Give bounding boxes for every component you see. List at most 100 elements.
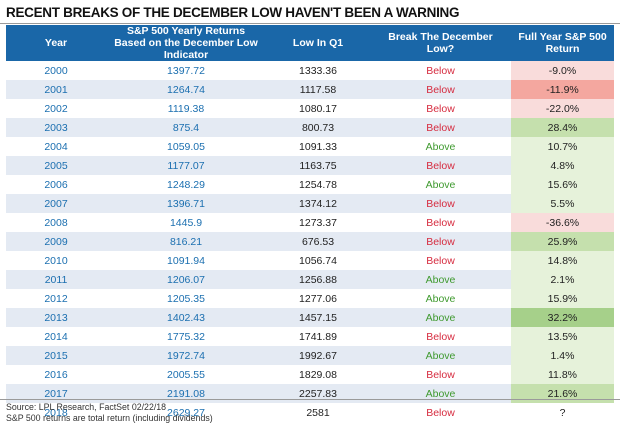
return-cell: ? [511, 403, 614, 422]
break-cell: Below [370, 403, 511, 422]
return-cell: -11.9% [511, 80, 614, 99]
table-body: 2000 1397.72 1333.36 Below -9.0% 2001 1264.74 1… [6, 61, 614, 422]
low-q1-cell: 2581 [266, 403, 370, 422]
break-cell: Below [370, 99, 511, 118]
low-q1-cell: 1741.89 [266, 327, 370, 346]
year-cell: 2014 [6, 327, 106, 346]
return-cell: 10.7% [511, 137, 614, 156]
page-title: RECENT BREAKS OF THE DECEMBER LOW HAVEN'… [6, 5, 460, 20]
table-row: 2000 1397.72 1333.36 Below -9.0% [6, 61, 614, 80]
break-cell: Above [370, 346, 511, 365]
year-cell: 2005 [6, 156, 106, 175]
indicator-cell: 1248.29 [106, 175, 266, 194]
indicator-cell: 2191.08 [106, 384, 266, 403]
table-row: 2012 1205.35 1277.06 Above 15.9% [6, 289, 614, 308]
return-cell: 28.4% [511, 118, 614, 137]
year-cell: 2016 [6, 365, 106, 384]
source-note: Source: LPL Research, FactSet 02/22/18 [6, 402, 167, 412]
year-cell: 2002 [6, 99, 106, 118]
returns-note: S&P 500 returns are total return (includ… [6, 413, 213, 423]
table-row: 2002 1119.38 1080.17 Below -22.0% [6, 99, 614, 118]
low-q1-cell: 1256.88 [266, 270, 370, 289]
year-cell: 2010 [6, 251, 106, 270]
table-header-row: Year S&P 500 Yearly Returns Based on the… [6, 25, 614, 61]
footer-divider [0, 399, 620, 400]
return-cell: 14.8% [511, 251, 614, 270]
low-q1-cell: 1277.06 [266, 289, 370, 308]
year-cell: 2003 [6, 118, 106, 137]
break-cell: Below [370, 118, 511, 137]
year-cell: 2006 [6, 175, 106, 194]
indicator-cell: 1396.71 [106, 194, 266, 213]
indicator-cell: 1177.07 [106, 156, 266, 175]
table-row: 2011 1206.07 1256.88 Above 2.1% [6, 270, 614, 289]
indicator-cell: 816.21 [106, 232, 266, 251]
indicator-cell: 1972.74 [106, 346, 266, 365]
indicator-cell: 1402.43 [106, 308, 266, 327]
table-row: 2015 1972.74 1992.67 Above 1.4% [6, 346, 614, 365]
header-year: Year [6, 25, 106, 61]
return-cell: 32.2% [511, 308, 614, 327]
table-row: 2014 1775.32 1741.89 Below 13.5% [6, 327, 614, 346]
indicator-cell: 1206.07 [106, 270, 266, 289]
low-q1-cell: 1091.33 [266, 137, 370, 156]
table-row: 2010 1091.94 1056.74 Below 14.8% [6, 251, 614, 270]
indicator-cell: 2005.55 [106, 365, 266, 384]
low-q1-cell: 1254.78 [266, 175, 370, 194]
break-cell: Below [370, 213, 511, 232]
year-cell: 2011 [6, 270, 106, 289]
indicator-cell: 1264.74 [106, 80, 266, 99]
break-cell: Below [370, 251, 511, 270]
low-q1-cell: 1163.75 [266, 156, 370, 175]
table-row: 2004 1059.05 1091.33 Above 10.7% [6, 137, 614, 156]
table-row: 2008 1445.9 1273.37 Below -36.6% [6, 213, 614, 232]
break-cell: Below [370, 232, 511, 251]
low-q1-cell: 1117.58 [266, 80, 370, 99]
table-row: 2009 816.21 676.53 Below 25.9% [6, 232, 614, 251]
break-cell: Below [370, 194, 511, 213]
return-cell: -9.0% [511, 61, 614, 80]
indicator-cell: 1091.94 [106, 251, 266, 270]
low-q1-cell: 1056.74 [266, 251, 370, 270]
low-q1-cell: 1273.37 [266, 213, 370, 232]
indicator-cell: 1397.72 [106, 61, 266, 80]
table-row: 2007 1396.71 1374.12 Below 5.5% [6, 194, 614, 213]
low-q1-cell: 1457.15 [266, 308, 370, 327]
indicator-cell: 1059.05 [106, 137, 266, 156]
indicator-cell: 1119.38 [106, 99, 266, 118]
break-cell: Above [370, 308, 511, 327]
table-row: 2016 2005.55 1829.08 Below 11.8% [6, 365, 614, 384]
low-q1-cell: 1374.12 [266, 194, 370, 213]
low-q1-cell: 676.53 [266, 232, 370, 251]
header-break: Break The December Low? [370, 25, 511, 61]
low-q1-cell: 1080.17 [266, 99, 370, 118]
return-cell: -22.0% [511, 99, 614, 118]
break-cell: Above [370, 289, 511, 308]
year-cell: 2017 [6, 384, 106, 403]
year-cell: 2015 [6, 346, 106, 365]
indicator-cell: 1205.35 [106, 289, 266, 308]
year-cell: 2012 [6, 289, 106, 308]
break-cell: Above [370, 175, 511, 194]
low-q1-cell: 1829.08 [266, 365, 370, 384]
indicator-cell: 875.4 [106, 118, 266, 137]
return-cell: 4.8% [511, 156, 614, 175]
return-cell: 15.9% [511, 289, 614, 308]
break-cell: Below [370, 80, 511, 99]
break-cell: Above [370, 384, 511, 403]
break-cell: Below [370, 61, 511, 80]
indicator-cell: 2629.27 [106, 403, 266, 422]
low-q1-cell: 1992.67 [266, 346, 370, 365]
returns-table: Year S&P 500 Yearly Returns Based on the… [6, 25, 614, 422]
return-cell: 1.4% [511, 346, 614, 365]
return-cell: 5.5% [511, 194, 614, 213]
table-row: 2018 2629.27 2581 Below? [6, 403, 614, 422]
year-cell: 2001 [6, 80, 106, 99]
return-cell: 15.6% [511, 175, 614, 194]
break-cell: Above [370, 270, 511, 289]
return-cell: 13.5% [511, 327, 614, 346]
year-cell: 2018 [6, 403, 106, 422]
indicator-cell: 1445.9 [106, 213, 266, 232]
year-cell: 2013 [6, 308, 106, 327]
year-cell: 2007 [6, 194, 106, 213]
